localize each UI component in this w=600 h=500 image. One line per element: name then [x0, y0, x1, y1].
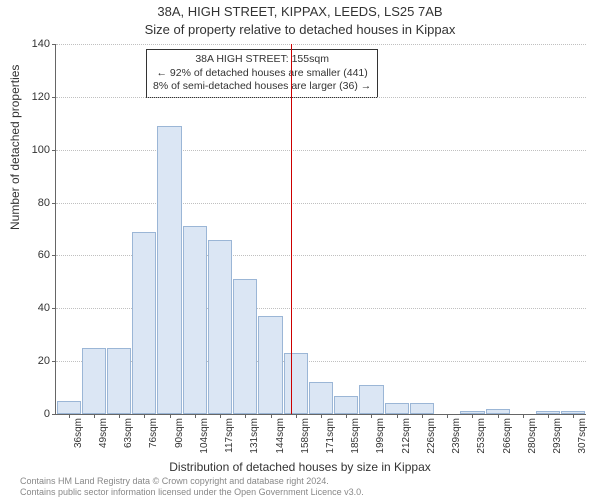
x-tick-label: 144sqm	[275, 418, 286, 454]
x-tick-mark	[422, 414, 423, 418]
y-tick-mark	[52, 150, 56, 151]
x-tick-label: 307sqm	[577, 418, 588, 454]
x-tick-label: 63sqm	[123, 418, 134, 448]
x-tick-label: 49sqm	[98, 418, 109, 448]
x-tick-label: 253sqm	[476, 418, 487, 454]
histogram-bar	[107, 348, 131, 414]
x-tick-mark	[472, 414, 473, 418]
footer-attribution: Contains HM Land Registry data © Crown c…	[20, 476, 364, 498]
histogram-bar	[183, 226, 207, 414]
x-tick-mark	[195, 414, 196, 418]
x-tick-label: 171sqm	[325, 418, 336, 454]
y-tick-mark	[52, 255, 56, 256]
y-axis-label: Number of detached properties	[8, 65, 22, 230]
x-tick-mark	[94, 414, 95, 418]
y-tick-label: 0	[44, 408, 50, 420]
footer-line-1: Contains HM Land Registry data © Crown c…	[20, 476, 364, 487]
y-tick-mark	[52, 203, 56, 204]
x-tick-mark	[69, 414, 70, 418]
y-tick-label: 100	[32, 144, 50, 156]
y-tick-mark	[52, 361, 56, 362]
y-tick-label: 80	[38, 197, 50, 209]
histogram-bar	[233, 279, 257, 414]
footer-line-2: Contains public sector information licen…	[20, 487, 364, 498]
y-tick-mark	[52, 414, 56, 415]
x-tick-label: 36sqm	[73, 418, 84, 448]
x-tick-mark	[220, 414, 221, 418]
plot-area: 38A HIGH STREET: 155sqm ← 92% of detache…	[55, 44, 586, 415]
histogram-bar	[309, 382, 333, 414]
histogram-bar	[284, 353, 308, 414]
x-tick-mark	[271, 414, 272, 418]
chart-title-sub: Size of property relative to detached ho…	[0, 22, 600, 37]
chart-title-main: 38A, HIGH STREET, KIPPAX, LEEDS, LS25 7A…	[0, 4, 600, 19]
annotation-line-3: 8% of semi-detached houses are larger (3…	[153, 80, 371, 94]
x-tick-mark	[321, 414, 322, 418]
x-tick-mark	[346, 414, 347, 418]
x-tick-label: 131sqm	[249, 418, 260, 454]
x-tick-label: 90sqm	[174, 418, 185, 448]
histogram-bar	[258, 316, 282, 414]
x-tick-label: 158sqm	[300, 418, 311, 454]
y-tick-mark	[52, 308, 56, 309]
x-tick-mark	[523, 414, 524, 418]
x-tick-label: 226sqm	[426, 418, 437, 454]
x-tick-label: 104sqm	[199, 418, 210, 454]
x-tick-mark	[498, 414, 499, 418]
grid-line	[56, 44, 586, 45]
histogram-bar	[57, 401, 81, 414]
histogram-bar	[334, 396, 358, 415]
x-tick-label: 239sqm	[451, 418, 462, 454]
y-tick-label: 60	[38, 249, 50, 261]
y-tick-label: 40	[38, 302, 50, 314]
y-tick-label: 120	[32, 91, 50, 103]
x-tick-label: 76sqm	[148, 418, 159, 448]
x-tick-label: 293sqm	[552, 418, 563, 454]
histogram-bar	[157, 126, 181, 414]
x-tick-mark	[144, 414, 145, 418]
x-tick-mark	[170, 414, 171, 418]
x-axis-label: Distribution of detached houses by size …	[0, 460, 600, 474]
y-tick-mark	[52, 97, 56, 98]
x-tick-mark	[548, 414, 549, 418]
histogram-bar	[359, 385, 383, 414]
x-tick-mark	[447, 414, 448, 418]
y-tick-label: 20	[38, 355, 50, 367]
grid-line	[56, 97, 586, 98]
histogram-bar	[132, 232, 156, 414]
x-tick-mark	[119, 414, 120, 418]
x-tick-label: 199sqm	[375, 418, 386, 454]
annotation-line-2: ← 92% of detached houses are smaller (44…	[153, 67, 371, 81]
x-tick-label: 266sqm	[502, 418, 513, 454]
annotation-line-1: 38A HIGH STREET: 155sqm	[153, 53, 371, 67]
x-tick-mark	[245, 414, 246, 418]
x-tick-label: 185sqm	[350, 418, 361, 454]
reference-line	[291, 44, 292, 414]
x-tick-mark	[296, 414, 297, 418]
y-tick-label: 140	[32, 38, 50, 50]
x-tick-label: 212sqm	[401, 418, 412, 454]
x-tick-label: 280sqm	[527, 418, 538, 454]
chart-container: 38A, HIGH STREET, KIPPAX, LEEDS, LS25 7A…	[0, 0, 600, 500]
x-tick-mark	[371, 414, 372, 418]
x-tick-mark	[397, 414, 398, 418]
x-tick-mark	[573, 414, 574, 418]
grid-line	[56, 150, 586, 151]
histogram-bar	[385, 403, 409, 414]
x-tick-label: 117sqm	[224, 418, 235, 453]
annotation-box: 38A HIGH STREET: 155sqm ← 92% of detache…	[146, 49, 378, 98]
grid-line	[56, 203, 586, 204]
y-tick-mark	[52, 44, 56, 45]
histogram-bar	[410, 403, 434, 414]
histogram-bar	[82, 348, 106, 414]
histogram-bar	[208, 240, 232, 414]
